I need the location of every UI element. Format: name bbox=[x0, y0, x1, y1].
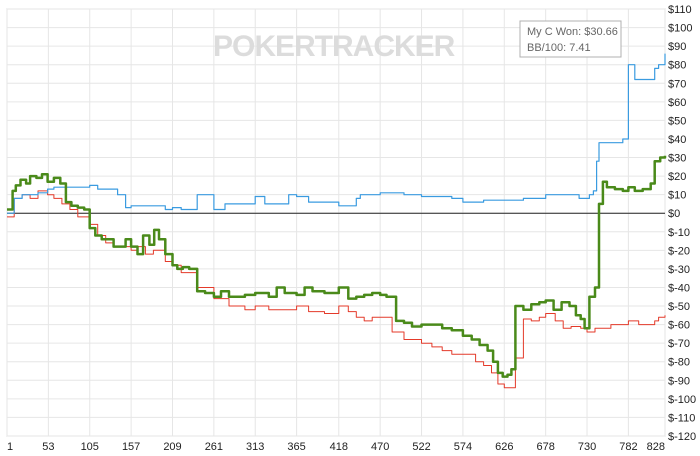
x-tick-label: 782 bbox=[619, 441, 637, 453]
y-tick-label: $50 bbox=[668, 115, 686, 127]
grid-lines bbox=[6, 8, 666, 437]
y-tick-label: $-70 bbox=[668, 338, 690, 350]
y-tick-label: $0 bbox=[668, 208, 680, 220]
legend-won-text: My C Won: $30.66 bbox=[527, 26, 618, 38]
y-tick-label: $40 bbox=[668, 134, 686, 146]
x-tick-label: 626 bbox=[495, 441, 513, 453]
y-tick-label: $70 bbox=[668, 78, 686, 90]
series-lines bbox=[7, 53, 667, 389]
x-tick-label: 574 bbox=[454, 441, 472, 453]
legend-box: My C Won: $30.66 BB/100: 7.41 bbox=[519, 20, 622, 58]
legend-bb-text: BB/100: 7.41 bbox=[527, 42, 591, 54]
y-tick-label: $100 bbox=[668, 23, 692, 35]
plot-border bbox=[6, 8, 666, 437]
x-tick-label: 261 bbox=[205, 441, 223, 453]
y-tick-label: $-80 bbox=[668, 357, 690, 369]
y-tick-label: $20 bbox=[668, 171, 686, 183]
y-axis: $110 $100 $90 $80 $70 $60 $50 $40 $30 $20 $10 $0 $-1… bbox=[668, 4, 696, 443]
x-axis: 1 53 105 157 209 261 313 365 418 470 522 574 626 678 7… bbox=[7, 441, 665, 453]
y-tick-label: $90 bbox=[668, 41, 686, 53]
x-tick-label: 522 bbox=[412, 441, 430, 453]
y-tick-label: $-90 bbox=[668, 375, 690, 387]
x-tick-label: 157 bbox=[122, 441, 140, 453]
series-line-non-showdown bbox=[7, 190, 666, 389]
x-tick-label: 470 bbox=[371, 441, 389, 453]
y-tick-label: $-50 bbox=[668, 301, 690, 313]
y-tick-label: $-100 bbox=[668, 394, 696, 406]
x-tick-label: 678 bbox=[536, 441, 554, 453]
y-tick-label: $30 bbox=[668, 153, 686, 165]
y-tick-label: $-30 bbox=[668, 264, 690, 276]
y-tick-label: $110 bbox=[668, 4, 692, 16]
y-tick-label: $-10 bbox=[668, 227, 690, 239]
y-tick-label: $-60 bbox=[668, 320, 690, 332]
x-tick-label: 105 bbox=[81, 441, 99, 453]
watermark: POKERTRACKER bbox=[213, 30, 456, 63]
x-tick-label: 418 bbox=[330, 441, 348, 453]
y-tick-label: $-120 bbox=[668, 431, 696, 443]
x-tick-label: 313 bbox=[246, 441, 264, 453]
series-line-won bbox=[7, 155, 667, 378]
legend-frame bbox=[519, 20, 622, 58]
y-tick-label: $80 bbox=[668, 60, 686, 72]
x-tick-label: 730 bbox=[578, 441, 596, 453]
y-tick-label: $-110 bbox=[668, 412, 695, 424]
series-line-showdown bbox=[7, 53, 666, 214]
y-tick-label: $-20 bbox=[668, 245, 690, 257]
x-tick-label: 1 bbox=[7, 441, 13, 453]
y-tick-label: $60 bbox=[668, 97, 686, 109]
x-tick-label: 828 bbox=[647, 441, 665, 453]
y-tick-label: $10 bbox=[668, 190, 686, 202]
x-tick-label: 365 bbox=[287, 441, 305, 453]
y-tick-label: $-40 bbox=[668, 282, 690, 294]
x-tick-label: 209 bbox=[163, 441, 181, 453]
x-tick-label: 53 bbox=[42, 441, 54, 453]
